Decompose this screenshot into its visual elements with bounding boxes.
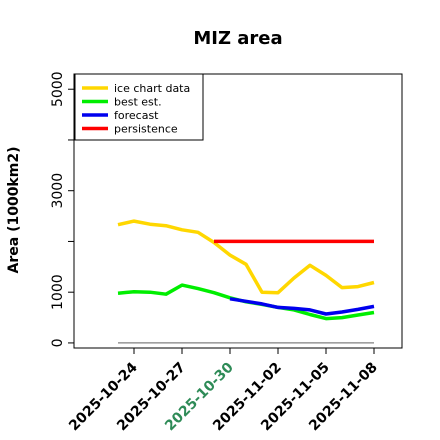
y-tick-label: 3000 — [50, 173, 66, 209]
y-tick-label: 1000 — [50, 274, 66, 310]
y-tick-label: 5000 — [50, 71, 66, 107]
y-tick-label: 0 — [50, 338, 66, 347]
legend-item-ice-chart-data: ice chart data — [82, 82, 190, 95]
legend-label: forecast — [114, 109, 159, 122]
legend-item-persistence: persistence — [82, 123, 178, 136]
y-axis-label: Area (1000km2) — [6, 147, 22, 274]
legend-item-best-est: best est. — [82, 96, 162, 109]
legend-label: persistence — [114, 123, 178, 136]
series-line-ice-chart-data — [117, 219, 375, 295]
legend-item-forecast: forecast — [82, 109, 159, 122]
y-axis: 0 1000 3000 5000 — [50, 71, 74, 347]
legend-label: best est. — [114, 96, 162, 109]
plot-frame — [73, 73, 403, 349]
series-layer — [117, 219, 375, 344]
series-line-forecast — [229, 297, 375, 316]
chart-title: MIZ area — [193, 28, 282, 49]
legend-label: ice chart data — [114, 82, 190, 95]
